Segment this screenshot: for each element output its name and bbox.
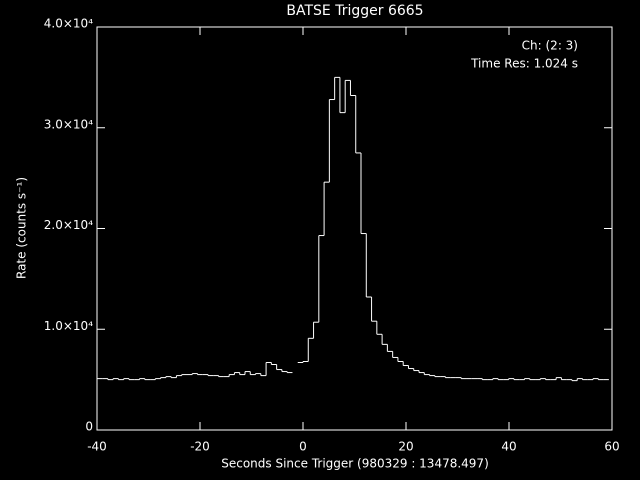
annotation: Ch: (2: 3) (522, 39, 578, 53)
y-tick-label: 3.0×10⁴ (44, 117, 93, 131)
x-tick-label: 20 (398, 440, 413, 454)
plot-frame (96, 26, 613, 431)
x-tick-label: -40 (87, 440, 107, 454)
y-tick-label: 4.0×10⁴ (44, 17, 93, 31)
chart-title: BATSE Trigger 6665 (286, 3, 423, 19)
x-tick-label: 40 (501, 440, 516, 454)
y-tick-label: 2.0×10⁴ (44, 218, 93, 232)
annotation: Time Res: 1.024 s (470, 57, 578, 71)
x-axis-label: Seconds Since Trigger (980329 : 13478.49… (221, 457, 489, 471)
x-tick-label: 60 (604, 440, 619, 454)
x-tick-label: -20 (190, 440, 210, 454)
y-axis-label: Rate (counts s⁻¹) (15, 177, 29, 279)
y-tick-label: 1.0×10⁴ (44, 319, 93, 333)
x-tick-label: 0 (299, 440, 307, 454)
y-tick-label: 0 (85, 420, 93, 434)
